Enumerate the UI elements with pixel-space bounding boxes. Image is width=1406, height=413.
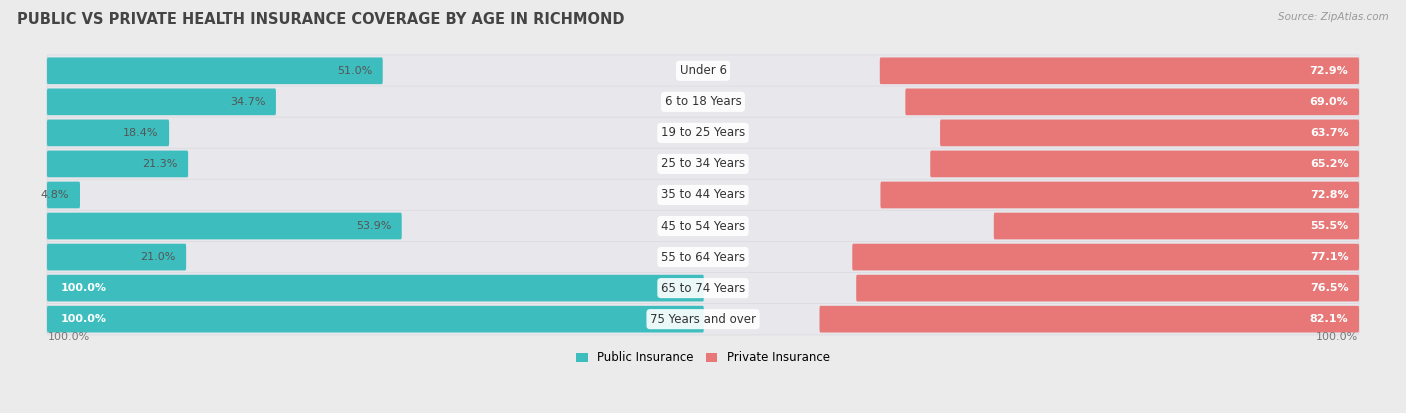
FancyBboxPatch shape (46, 148, 1360, 180)
FancyBboxPatch shape (46, 213, 402, 240)
Text: 69.0%: 69.0% (1309, 97, 1348, 107)
Legend: Public Insurance, Private Insurance: Public Insurance, Private Insurance (571, 347, 835, 369)
Text: 25 to 34 Years: 25 to 34 Years (661, 157, 745, 171)
FancyBboxPatch shape (905, 88, 1360, 115)
FancyBboxPatch shape (46, 306, 704, 332)
Text: 75 Years and over: 75 Years and over (650, 313, 756, 326)
Text: 100.0%: 100.0% (1316, 332, 1358, 342)
FancyBboxPatch shape (46, 55, 1360, 87)
FancyBboxPatch shape (941, 119, 1360, 146)
Text: 21.0%: 21.0% (141, 252, 176, 262)
Text: 19 to 25 Years: 19 to 25 Years (661, 126, 745, 139)
FancyBboxPatch shape (852, 244, 1360, 271)
FancyBboxPatch shape (46, 210, 1360, 242)
Text: 82.1%: 82.1% (1310, 314, 1348, 324)
FancyBboxPatch shape (46, 86, 1360, 118)
Text: 35 to 44 Years: 35 to 44 Years (661, 188, 745, 202)
FancyBboxPatch shape (46, 119, 169, 146)
Text: 65.2%: 65.2% (1310, 159, 1348, 169)
Text: 63.7%: 63.7% (1310, 128, 1348, 138)
Text: 21.3%: 21.3% (142, 159, 177, 169)
Text: 18.4%: 18.4% (122, 128, 159, 138)
Text: 6 to 18 Years: 6 to 18 Years (665, 95, 741, 108)
Text: PUBLIC VS PRIVATE HEALTH INSURANCE COVERAGE BY AGE IN RICHMOND: PUBLIC VS PRIVATE HEALTH INSURANCE COVER… (17, 12, 624, 27)
Text: 72.8%: 72.8% (1310, 190, 1348, 200)
Text: 55.5%: 55.5% (1310, 221, 1348, 231)
FancyBboxPatch shape (46, 88, 276, 115)
Text: 100.0%: 100.0% (48, 332, 90, 342)
Text: 77.1%: 77.1% (1310, 252, 1348, 262)
FancyBboxPatch shape (994, 213, 1360, 240)
FancyBboxPatch shape (46, 179, 1360, 211)
Text: 100.0%: 100.0% (60, 314, 107, 324)
Text: Source: ZipAtlas.com: Source: ZipAtlas.com (1278, 12, 1389, 22)
FancyBboxPatch shape (820, 306, 1360, 332)
Text: 34.7%: 34.7% (229, 97, 266, 107)
FancyBboxPatch shape (46, 117, 1360, 149)
FancyBboxPatch shape (931, 151, 1360, 177)
FancyBboxPatch shape (46, 57, 382, 84)
FancyBboxPatch shape (46, 275, 704, 301)
FancyBboxPatch shape (856, 275, 1360, 301)
FancyBboxPatch shape (46, 303, 1360, 335)
Text: 55 to 64 Years: 55 to 64 Years (661, 251, 745, 263)
Text: 65 to 74 Years: 65 to 74 Years (661, 282, 745, 294)
Text: 51.0%: 51.0% (337, 66, 373, 76)
FancyBboxPatch shape (880, 182, 1360, 208)
FancyBboxPatch shape (46, 244, 186, 271)
Text: 76.5%: 76.5% (1310, 283, 1348, 293)
FancyBboxPatch shape (880, 57, 1360, 84)
Text: 45 to 54 Years: 45 to 54 Years (661, 220, 745, 233)
Text: Under 6: Under 6 (679, 64, 727, 77)
Text: 53.9%: 53.9% (356, 221, 391, 231)
Text: 72.9%: 72.9% (1309, 66, 1348, 76)
Text: 4.8%: 4.8% (41, 190, 69, 200)
Text: 100.0%: 100.0% (60, 283, 107, 293)
FancyBboxPatch shape (46, 182, 80, 208)
FancyBboxPatch shape (46, 241, 1360, 273)
FancyBboxPatch shape (46, 151, 188, 177)
FancyBboxPatch shape (46, 272, 1360, 304)
